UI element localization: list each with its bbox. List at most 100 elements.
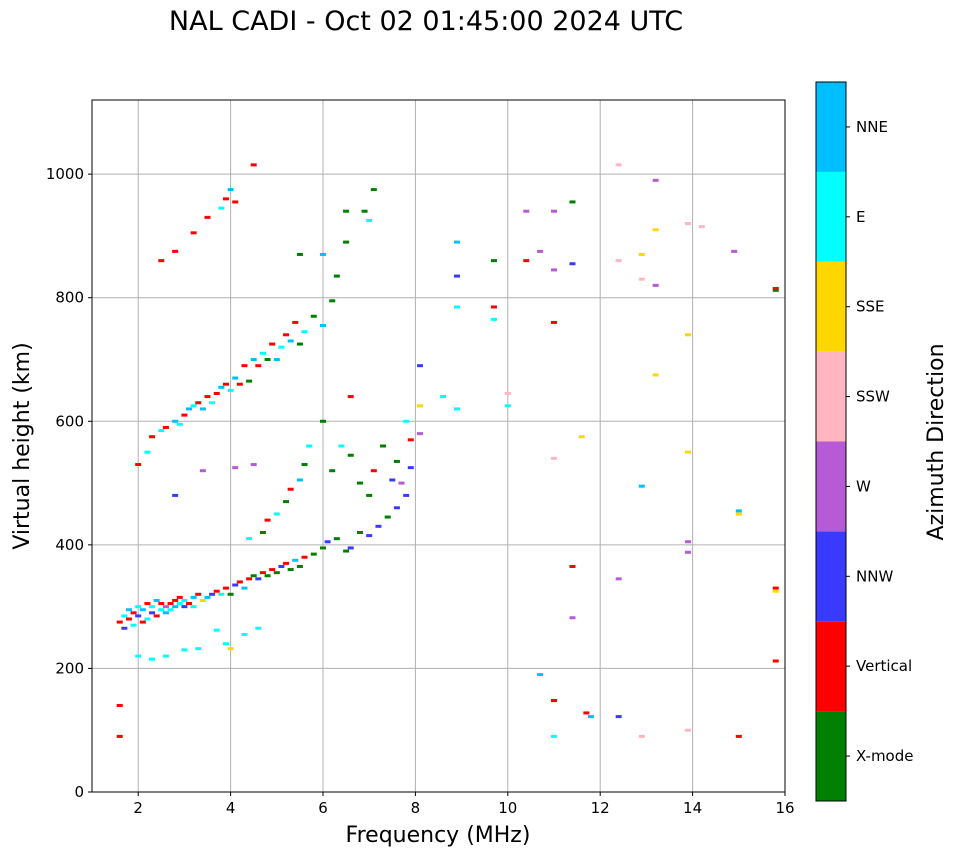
data-point-vertical — [269, 342, 276, 346]
colorbar-tick-label: NNE — [856, 118, 888, 136]
x-tick-label: 14 — [683, 799, 702, 817]
data-point-e — [366, 218, 373, 222]
data-point-x-mode — [310, 314, 317, 318]
data-point-vertical — [204, 395, 211, 399]
data-point-x-mode — [320, 546, 326, 550]
data-point-nnw — [569, 262, 576, 266]
data-point-sse — [652, 228, 659, 232]
data-point-vertical — [407, 438, 414, 442]
data-point-e — [301, 330, 308, 334]
data-point-w — [232, 466, 239, 470]
data-point-x-mode — [227, 592, 234, 596]
data-point-ssw — [638, 734, 645, 738]
data-point-vertical — [259, 571, 266, 575]
data-point-e — [259, 351, 266, 355]
colorbar-segment-ssw — [816, 351, 846, 442]
data-point-vertical — [551, 699, 557, 703]
colorbar-tick-label: SSE — [856, 298, 885, 316]
data-point-nne — [125, 608, 132, 612]
data-point-nne — [537, 673, 544, 677]
data-point-ssw — [551, 456, 557, 460]
data-point-ssw — [638, 277, 645, 281]
x-tick-label: 12 — [591, 799, 610, 817]
data-point-x-mode — [380, 444, 387, 448]
data-point-w — [684, 540, 691, 544]
data-point-nnw — [209, 592, 216, 596]
data-point-x-mode — [356, 481, 363, 485]
data-point-sse — [652, 373, 659, 377]
data-point-e — [176, 602, 183, 606]
data-point-nnw — [389, 478, 396, 482]
data-point-e — [144, 450, 151, 454]
data-point-nnw — [407, 466, 414, 470]
data-point-nne — [587, 715, 594, 719]
data-point-nne — [139, 608, 146, 612]
data-point-w — [551, 209, 557, 213]
data-point-nnw — [255, 577, 262, 581]
data-point-e — [209, 401, 216, 405]
colorbar-tick-label: E — [856, 208, 865, 226]
data-point-e — [551, 734, 557, 738]
data-point-vertical — [213, 589, 220, 593]
data-point-x-mode — [370, 188, 377, 192]
data-point-w — [569, 616, 576, 620]
data-point-vertical — [135, 463, 142, 467]
data-point-x-mode — [264, 358, 271, 361]
data-point-nne — [218, 385, 225, 389]
data-point-e — [218, 592, 225, 596]
x-axis-label: Frequency (MHz) — [346, 823, 531, 848]
data-point-sse — [684, 333, 691, 337]
data-point-vertical — [772, 586, 779, 590]
data-point-nnw — [324, 540, 331, 544]
data-point-vertical — [551, 320, 557, 324]
data-point-nnw — [615, 715, 622, 719]
data-point-nne — [199, 407, 206, 411]
colorbar-tick-label: NNW — [856, 567, 893, 585]
data-point-e — [135, 654, 142, 658]
colorbar-frame — [815, 81, 847, 802]
data-point-nne — [453, 240, 460, 244]
data-point-e — [130, 623, 137, 627]
y-tick-label: 200 — [55, 659, 84, 677]
data-point-x-mode — [333, 537, 340, 541]
data-point-vertical — [241, 364, 248, 368]
data-point-e — [167, 608, 174, 612]
data-point-w — [652, 283, 659, 287]
data-point-vertical — [162, 425, 169, 429]
data-point-vertical — [232, 200, 239, 204]
data-point-vertical — [246, 577, 253, 581]
data-point-e — [403, 419, 410, 423]
data-point-vertical — [287, 487, 294, 491]
data-point-nne — [638, 484, 645, 488]
data-point-vertical — [172, 249, 179, 253]
colorbar-segment-w — [816, 441, 846, 532]
y-axis-label: Virtual height (km) — [10, 342, 35, 549]
x-axis-ticks: 2 4 6 8 10 12 14 16 — [133, 792, 795, 817]
data-point-x-mode — [569, 200, 576, 204]
data-point-x-mode — [264, 574, 271, 578]
data-point-nne — [190, 595, 197, 599]
data-point-nnw — [453, 274, 460, 278]
data-point-nnw — [417, 364, 424, 368]
data-point-x-mode — [343, 209, 350, 213]
data-point-e — [190, 605, 197, 609]
colorbar: X-mode Vertical NNW W SSW SSE E NNE — [815, 81, 913, 802]
data-point-e — [162, 654, 169, 658]
data-point-nnw — [121, 626, 128, 630]
y-tick-label: 0 — [74, 783, 84, 801]
data-point-vertical — [370, 469, 377, 473]
data-point-e — [176, 422, 183, 426]
data-point-x-mode — [347, 453, 354, 457]
y-tick-label: 400 — [55, 536, 84, 554]
data-point-w — [684, 550, 691, 554]
data-point-vertical — [222, 586, 229, 590]
data-point-ssw — [684, 728, 691, 732]
data-point-w — [537, 249, 544, 253]
data-point-vertical — [167, 602, 174, 606]
data-point-nne — [250, 358, 257, 361]
data-point-nnw — [347, 546, 354, 550]
y-axis-ticks: 0 200 400 600 800 1000 — [46, 165, 92, 801]
x-tick-label: 6 — [318, 799, 328, 817]
data-point-vertical — [213, 391, 220, 395]
data-point-nne — [735, 509, 742, 513]
